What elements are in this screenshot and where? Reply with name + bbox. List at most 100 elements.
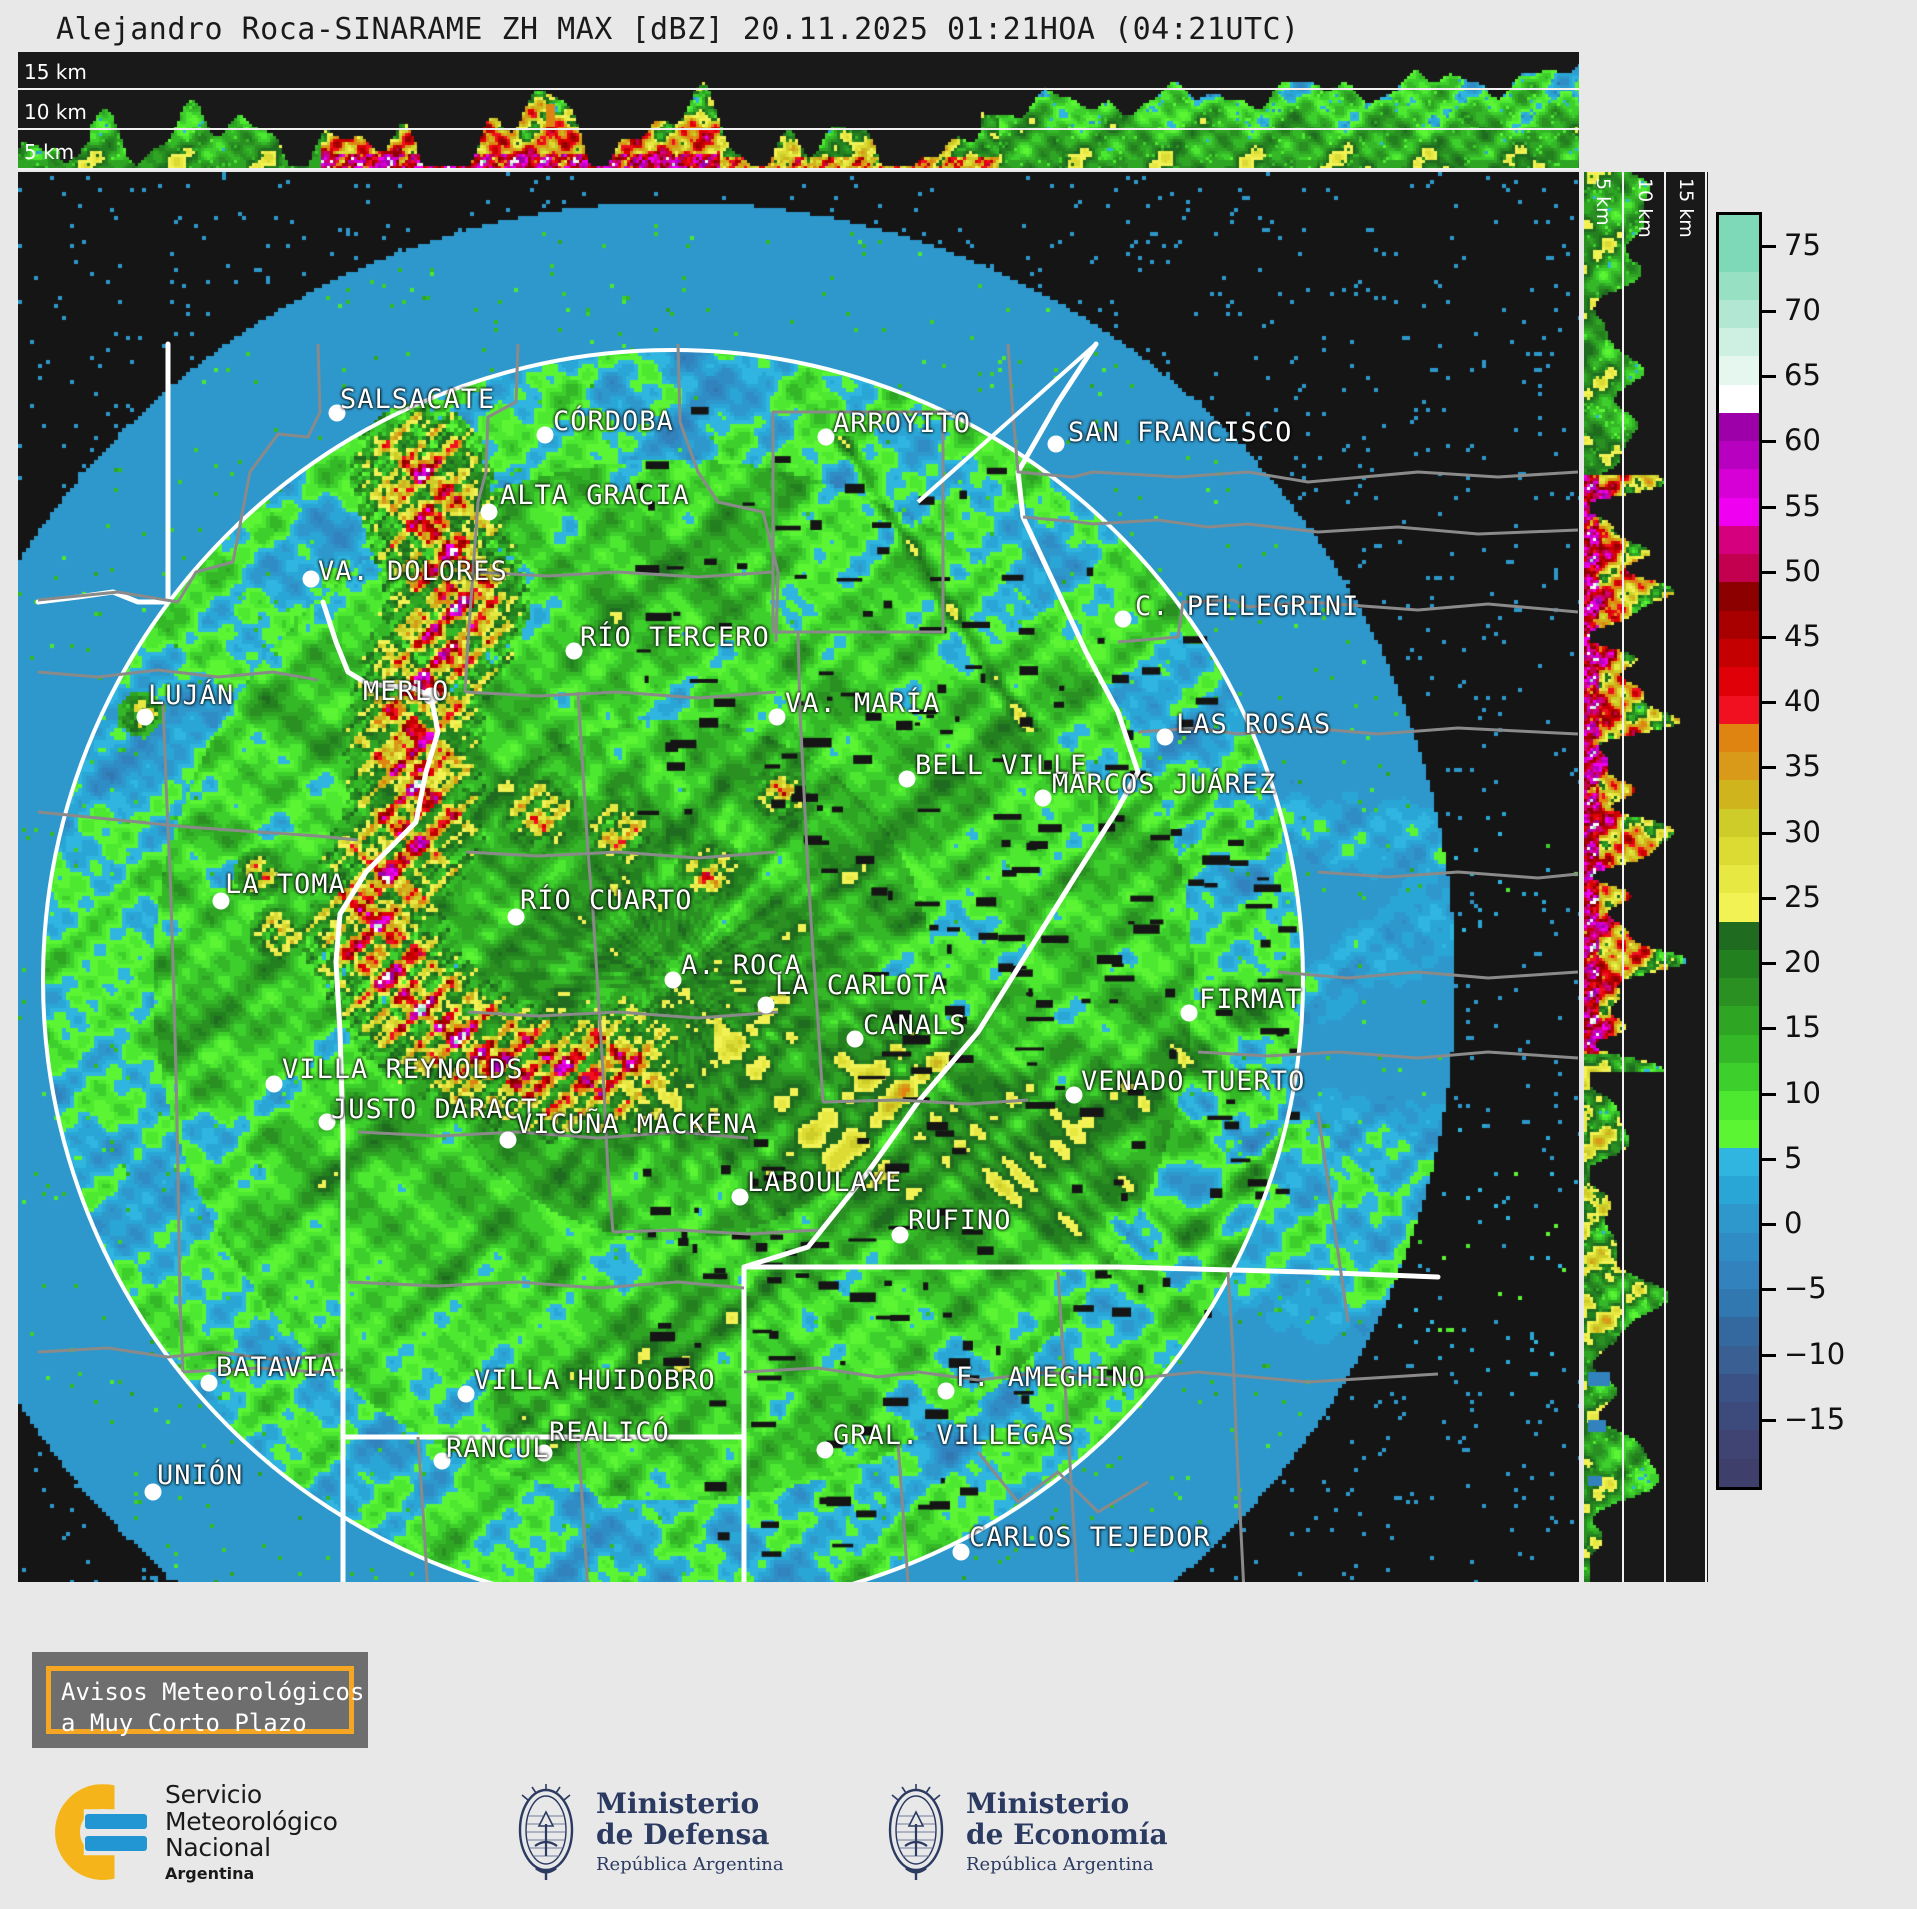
department-border (576, 691, 615, 1233)
city-marker-dot[interactable] (536, 426, 554, 444)
department-border (182, 1366, 344, 1374)
colorbar-ticks: 75 70 65 60 55 50 45 40 35 30 25 20 15 10 5 0 −5 −10 −15 (1762, 212, 1912, 1490)
city-marker-dot[interactable] (1065, 1086, 1083, 1104)
city-marker-dot[interactable] (731, 1188, 749, 1206)
colorbar-segment (1719, 1260, 1759, 1290)
smn-logo-text: Servicio Meteorológico Nacional Argentin… (165, 1780, 338, 1882)
city-marker-dot[interactable] (1180, 1004, 1198, 1022)
smn-arc-icon (55, 1784, 115, 1881)
city-marker-dot[interactable] (480, 503, 498, 521)
defensa-line-1: Ministerio (596, 1787, 760, 1821)
department-border (612, 1228, 819, 1236)
smn-wave-icon-1 (85, 1814, 147, 1830)
colorbar-segment (1719, 808, 1759, 837)
city-label: GRAL. VILLEGAS (833, 1420, 1075, 1451)
colorbar-tick-mark (1762, 701, 1776, 705)
gridline-10km-v (1664, 172, 1666, 1582)
ministerio-economia-logo: Ministerio de Economía República Argenti… (878, 1782, 1168, 1882)
department-border (1316, 1111, 1350, 1323)
city-label: VICUÑA MACKENA (516, 1109, 758, 1140)
colorbar-tick-label: 0 (1784, 1206, 1803, 1241)
colorbar-segment (1719, 1373, 1759, 1403)
department-border (161, 701, 185, 1373)
warning-legend-box[interactable]: Avisos Meteorológicos a Muy Corto Plazo (32, 1652, 368, 1748)
colorbar-segment (1719, 865, 1759, 894)
colorbar-segment (1719, 384, 1759, 413)
city-label: UNIÓN (157, 1460, 244, 1491)
colorbar-segment (1719, 469, 1759, 498)
colorbar-segment (1719, 1345, 1759, 1374)
radar-ppi-panel[interactable]: SALSACATE CÓRDOBA ARROYITO SAN FRANCISCO ALT… (18, 172, 1579, 1582)
city-marker-dot[interactable] (457, 1385, 475, 1403)
city-label: MARCOS JUÁREZ (1052, 769, 1277, 800)
colorbar-tick-mark (1762, 896, 1776, 900)
city-marker-dot[interactable] (318, 1113, 336, 1131)
smn-logo-mark-icon (55, 1784, 151, 1881)
colorbar-segment (1719, 752, 1759, 781)
city-label: VA. MARÍA (785, 688, 941, 719)
colorbar-segment (1719, 949, 1759, 979)
ministerio-defensa-text: Ministerio de Defensa República Argentin… (596, 1787, 784, 1874)
city-marker-dot[interactable] (433, 1452, 451, 1470)
city-marker-dot[interactable] (1156, 728, 1174, 746)
colorbar-segment (1719, 1289, 1759, 1318)
city-marker-dot[interactable] (757, 996, 775, 1014)
city-marker-dot[interactable] (200, 1374, 218, 1392)
department-border (1022, 515, 1579, 536)
province-border (741, 341, 1141, 1582)
colorbar-segment (1719, 525, 1759, 555)
department-border (467, 1010, 779, 1020)
gridline-5km (18, 168, 1579, 170)
department-border (1197, 1050, 1579, 1060)
colorbar-segment (1719, 554, 1759, 583)
economia-line-2: de Economía (966, 1818, 1168, 1851)
city-marker-dot[interactable] (302, 570, 320, 588)
city-marker-dot[interactable] (1114, 610, 1132, 628)
colorbar-tick-label: 15 (1784, 1010, 1821, 1045)
department-border (347, 1280, 745, 1290)
department-border (472, 570, 774, 579)
city-marker-dot[interactable] (535, 1444, 553, 1462)
city-marker-dot[interactable] (265, 1075, 283, 1093)
city-marker-dot[interactable] (136, 708, 154, 726)
colorbar-tick-mark (1762, 570, 1776, 574)
colorbar-segment (1719, 582, 1759, 611)
colorbar-segment (1719, 1147, 1759, 1177)
city-marker-dot[interactable] (422, 687, 440, 705)
colorbar-segment (1719, 1204, 1759, 1233)
city-marker-dot[interactable] (816, 1441, 834, 1459)
city-marker-dot[interactable] (952, 1543, 970, 1561)
colorbar-tick-label: −5 (1784, 1271, 1827, 1306)
colorbar-tick-mark (1762, 1027, 1776, 1031)
city-marker-dot[interactable] (328, 404, 346, 422)
colorbar-segment (1719, 978, 1759, 1007)
city-marker-dot[interactable] (937, 1382, 955, 1400)
warning-legend-inner: Avisos Meteorológicos a Muy Corto Plazo (46, 1666, 364, 1737)
city-label: RANCUL (446, 1433, 550, 1464)
city-label: RUFINO (908, 1205, 1012, 1236)
department-border (37, 343, 322, 604)
height-label-5km: 5 km (24, 140, 75, 164)
city-marker-dot[interactable] (507, 908, 525, 926)
colorbar-tick-mark (1762, 1092, 1776, 1096)
city-marker-dot[interactable] (144, 1483, 162, 1501)
height-label-5km-v: 5 km (1592, 178, 1614, 226)
city-marker-dot[interactable] (664, 971, 682, 989)
city-marker-dot[interactable] (817, 428, 835, 446)
city-marker-dot[interactable] (891, 1226, 909, 1244)
city-marker-dot[interactable] (898, 770, 916, 788)
city-marker-dot[interactable] (499, 1131, 517, 1149)
city-marker-dot[interactable] (212, 892, 230, 910)
colorbar-segment (1719, 1062, 1759, 1092)
colorbar-segment (1719, 1091, 1759, 1120)
city-label: LA CARLOTA (775, 970, 948, 1001)
department-border (37, 668, 319, 682)
city-marker-dot[interactable] (1034, 789, 1052, 807)
colorbar-segment (1719, 271, 1759, 300)
city-marker-dot[interactable] (846, 1030, 864, 1048)
city-marker-dot[interactable] (768, 708, 786, 726)
smn-line-1: Servicio (165, 1780, 262, 1809)
department-border (416, 1436, 429, 1582)
city-marker-dot[interactable] (1047, 435, 1065, 453)
city-marker-dot[interactable] (565, 642, 583, 660)
